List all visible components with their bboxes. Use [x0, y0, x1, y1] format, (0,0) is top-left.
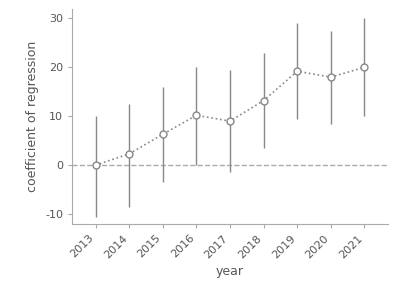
X-axis label: year: year [216, 265, 244, 278]
Y-axis label: coefficient of regression: coefficient of regression [26, 40, 40, 192]
